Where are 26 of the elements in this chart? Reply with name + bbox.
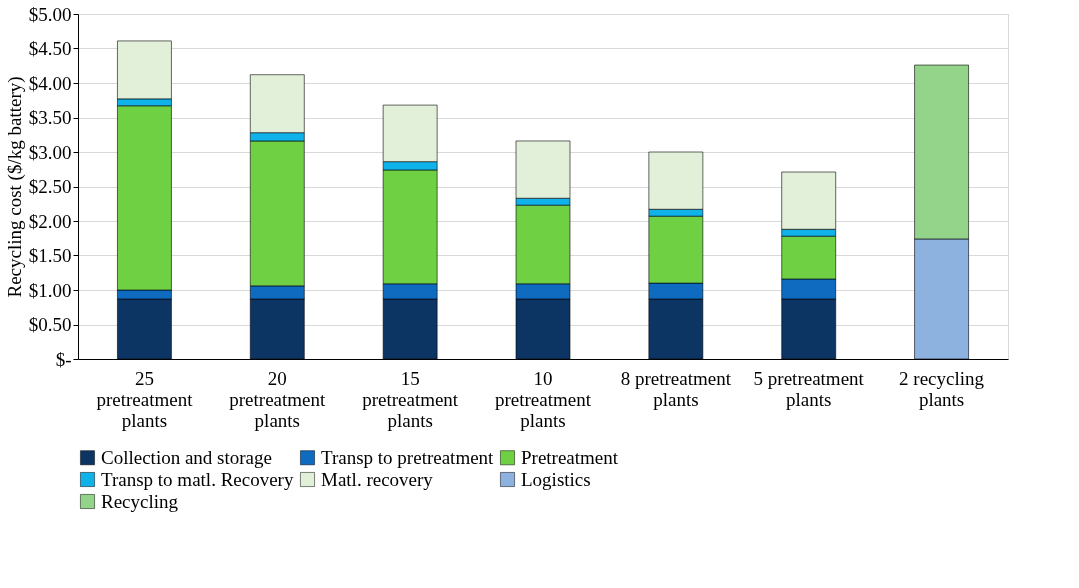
- x-tick-label: 5 pretreatment plants: [753, 367, 865, 410]
- y-tick-label: $2.50: [28, 176, 72, 197]
- legend-label: Matl. recovery: [321, 468, 434, 490]
- legend-label: Pretreatment: [521, 446, 619, 468]
- legend-label: Collection and storage: [101, 446, 272, 468]
- legend-label: Transp to matl. Recovery: [101, 468, 294, 490]
- x-tick-label: 8 pretreatment plants: [620, 367, 732, 410]
- x-tick-label: 10 pretreatment plants: [494, 367, 592, 431]
- y-tick-label: $-: [55, 348, 72, 370]
- legend-label: Recycling: [101, 490, 179, 512]
- legend-label: Logistics: [521, 468, 591, 490]
- y-tick-label: $1.00: [28, 279, 72, 301]
- x-tick-label: 25 pretreatment plants: [96, 367, 194, 431]
- y-tick-label: $3.00: [28, 141, 72, 163]
- y-tick-label: $3.50: [28, 107, 72, 128]
- y-tick-label: $4.50: [28, 38, 72, 59]
- y-tick-label: $5.00: [28, 3, 72, 25]
- legend-label: Transp to pretreatment: [321, 446, 495, 468]
- x-tick-label: 15 pretreatment plants: [362, 367, 459, 431]
- y-tick-label: $4.00: [28, 72, 72, 94]
- y-axis-title: Recycling cost ($/kg battery): [3, 76, 26, 298]
- x-tick-label: 20 pretreatment plants: [229, 367, 326, 431]
- y-tick-label: $1.50: [28, 245, 72, 266]
- y-tick-label: $0.50: [28, 314, 72, 335]
- y-tick-label: $2.00: [28, 210, 72, 232]
- x-tick-label: 2 recycling plants: [899, 367, 985, 410]
